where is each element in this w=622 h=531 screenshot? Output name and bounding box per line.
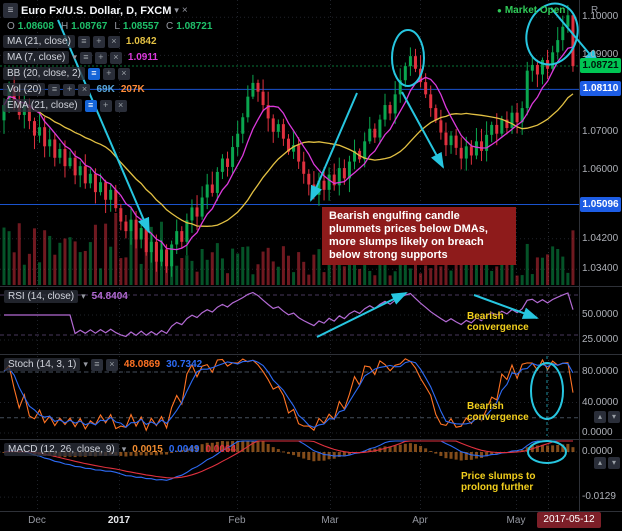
highlight-ellipse: [391, 29, 425, 87]
symbol-row: ≡ Euro Fx/U.S. Dollar, D, FXCM ▾ ×: [3, 3, 188, 18]
market-open-dot-icon: ●: [497, 6, 502, 15]
indicator-close-icon[interactable]: ×: [105, 358, 118, 371]
symbol-title[interactable]: Euro Fx/U.S. Dollar, D, FXCM: [21, 4, 172, 17]
indicator-add-icon[interactable]: +: [99, 99, 112, 112]
legend-ma7: MA (7, close) ▾ ≡ + × 1.0911: [3, 51, 158, 64]
menu-icon[interactable]: ≡: [3, 3, 18, 18]
chevron-down-icon[interactable]: ▾: [121, 444, 127, 454]
close-value: 1.08721: [176, 21, 213, 32]
pane-move-up-button[interactable]: ▴: [594, 457, 606, 469]
stoch-d-value: 30.7342: [166, 359, 203, 370]
rsi-legend: RSI (14, close) ▾ 54.8404: [4, 290, 128, 303]
close-icon[interactable]: ×: [181, 5, 188, 16]
indicator-settings-icon[interactable]: ≡: [90, 358, 103, 371]
chevron-down-icon[interactable]: ▾: [83, 359, 88, 369]
ohlc-row: O 1.08608 H 1.08767 L 1.08557 C 1.08721: [3, 21, 212, 32]
indicator-close-icon[interactable]: ×: [117, 67, 130, 80]
indicator-add-icon[interactable]: +: [92, 35, 105, 48]
highlight-ellipse: [525, 2, 579, 66]
indicator-add-icon[interactable]: +: [63, 83, 76, 96]
legend-ema: EMA (21, close) ≡ + ×: [3, 99, 127, 112]
rsi-value: 54.8404: [91, 291, 128, 302]
macd-legend: MACD (12, 26, close, 9) ▾ 0.0015 0.0049 …: [4, 443, 236, 456]
indicator-close-icon[interactable]: ×: [78, 83, 91, 96]
legend-ma21-label[interactable]: MA (21, close): [3, 35, 75, 48]
macd-signal-value: 0.0064: [205, 444, 237, 455]
rsi-annotation: Bearish convergence: [467, 311, 529, 333]
chevron-down-icon[interactable]: ▾: [174, 5, 179, 15]
drawing-annotations[interactable]: [57, 0, 600, 464]
indicator-close-icon[interactable]: ×: [109, 51, 122, 64]
pane-move-up-button[interactable]: ▴: [594, 411, 606, 423]
main-legend: ≡ Euro Fx/U.S. Dollar, D, FXCM ▾ × O 1.0…: [3, 3, 212, 112]
legend-vol-ma-value: 207K: [120, 84, 145, 95]
support-level-lines[interactable]: [0, 65, 579, 206]
low-value: 1.08557: [122, 21, 160, 32]
highlight-ellipse: [527, 440, 567, 464]
legend-ma21: MA (21, close) ≡ + × 1.0842: [3, 35, 157, 48]
trend-arrow: [550, 7, 600, 66]
trend-arrow: [57, 19, 150, 234]
indicator-eye-icon[interactable]: ≡: [84, 99, 97, 112]
rsi-legend-label[interactable]: RSI (14, close): [4, 290, 79, 303]
stoch-plot: [3, 358, 574, 432]
engulfing-annotation: Bearish engulfing candle plummets prices…: [322, 207, 516, 265]
pane-move-down-button[interactable]: ▾: [608, 411, 620, 423]
legend-bb: BB (20, close, 2) ≡ + ×: [3, 67, 130, 80]
legend-ma7-label[interactable]: MA (7, close): [3, 51, 70, 64]
legend-ma21-value: 1.0842: [125, 36, 157, 47]
rsi-plot: [4, 291, 574, 338]
trend-arrow: [316, 292, 408, 338]
stoch-annotation: Bearish convergence: [467, 401, 529, 423]
high-label: H: [60, 21, 69, 32]
chevron-down-icon[interactable]: ▾: [81, 291, 86, 301]
close-label: C: [166, 21, 174, 32]
market-status-text: Market Open: [504, 5, 566, 16]
volume-bars: [2, 213, 575, 285]
trend-arrow: [401, 91, 444, 169]
indicator-close-icon[interactable]: ×: [114, 99, 127, 112]
indicator-add-icon[interactable]: +: [94, 51, 107, 64]
indicator-settings-icon[interactable]: ≡: [48, 83, 61, 96]
legend-vol-value: 69K: [96, 84, 115, 95]
trend-arrow: [473, 294, 539, 319]
indicator-settings-icon[interactable]: ≡: [77, 35, 90, 48]
indicator-add-icon[interactable]: +: [102, 67, 115, 80]
indicator-eye-icon[interactable]: ≡: [87, 67, 100, 80]
legend-ema-label[interactable]: EMA (21, close): [3, 99, 82, 112]
legend-bb-label[interactable]: BB (20, close, 2): [3, 67, 85, 80]
market-status: ● Market Open: [497, 5, 565, 16]
realtime-label[interactable]: R: [591, 5, 599, 16]
trend-arrow: [310, 92, 358, 202]
stoch-legend-label[interactable]: Stoch (14, 3, 1): [4, 358, 81, 371]
pane-move-down-button[interactable]: ▾: [608, 457, 620, 469]
open-label: O: [7, 21, 15, 32]
macd-line-value: 0.0049: [168, 444, 200, 455]
moving-averages: [3, 46, 574, 251]
indicator-settings-icon[interactable]: ≡: [79, 51, 92, 64]
high-value: 1.08767: [71, 21, 108, 32]
macd-hist-value: 0.0015: [132, 444, 163, 455]
macd-annotation: Price slumps to prolong further: [461, 471, 536, 493]
chevron-down-icon[interactable]: ▾: [72, 52, 77, 62]
candles-layer: [2, 4, 575, 277]
legend-ma7-value: 1.0911: [127, 52, 158, 63]
open-value: 1.08608: [17, 21, 54, 32]
macd-legend-label[interactable]: MACD (12, 26, close, 9): [4, 443, 119, 456]
low-label: L: [114, 21, 120, 32]
stoch-k-value: 48.0869: [123, 359, 161, 370]
legend-vol-label[interactable]: Vol (20): [3, 83, 46, 96]
legend-vol: Vol (20) ≡ + × 69K 207K: [3, 83, 145, 96]
stoch-legend: Stoch (14, 3, 1) ▾ ≡ × 48.0869 30.7342: [4, 358, 202, 371]
indicator-close-icon[interactable]: ×: [107, 35, 120, 48]
date-badge: 2017-05-12: [537, 512, 601, 528]
